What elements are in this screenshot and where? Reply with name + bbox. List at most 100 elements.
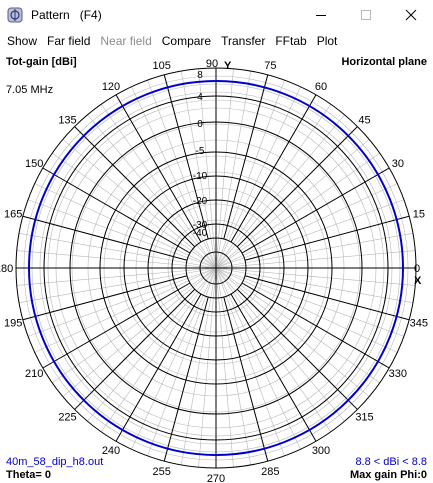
major-radial-line [230, 94, 317, 243]
minor-radial-line [101, 267, 217, 433]
x-axis-label: X [414, 275, 422, 287]
gain-tick-label: -40 [193, 228, 208, 239]
minor-radial-line [215, 267, 331, 433]
gain-tick-label: -30 [193, 220, 208, 231]
minor-radial-line [18, 267, 217, 304]
major-radial-line [74, 126, 196, 248]
minor-radial-line [215, 267, 252, 466]
minor-radial-line [27, 199, 217, 269]
minor-radial-line [215, 267, 345, 422]
minor-radial-line [215, 267, 381, 383]
angle-tick-label: 75 [264, 60, 276, 72]
menu-far-field[interactable]: Far field [47, 34, 91, 48]
angle-tick-label: 30 [392, 158, 404, 170]
gain-tick-label: -10 [193, 171, 208, 182]
angle-tick-label: 285 [261, 466, 279, 478]
major-radial-line [163, 296, 209, 462]
minor-radial-line [16, 250, 217, 269]
major-radial-line [241, 282, 390, 369]
major-radial-line [244, 275, 410, 321]
major-radial-line [223, 74, 269, 240]
gain-tick-label: 4 [197, 92, 203, 103]
angle-tick-label: 60 [315, 81, 327, 93]
minor-radial-line [215, 250, 416, 269]
minor-radial-line [147, 79, 217, 269]
angle-tick-label: 345 [410, 317, 428, 329]
angle-tick-label: 225 [58, 411, 76, 423]
angle-tick-label: 300 [312, 445, 330, 457]
minimize-button[interactable] [298, 0, 343, 30]
minor-radial-line [62, 139, 217, 269]
minor-radial-line [215, 86, 301, 269]
gain-tick-label: -20 [193, 196, 208, 207]
major-radial-line [163, 74, 209, 240]
major-radial-line [236, 126, 358, 248]
menu-plot[interactable]: Plot [316, 34, 338, 48]
angle-tick-label: 15 [413, 209, 425, 221]
minor-radial-line [16, 267, 217, 286]
minor-radial-line [215, 232, 414, 269]
gain-pattern-trace [28, 80, 404, 456]
menu-compare[interactable]: Compare [161, 34, 212, 48]
minor-radial-line [215, 114, 345, 269]
minimize-icon [315, 14, 326, 16]
maximize-button[interactable] [343, 0, 388, 30]
angle-tick-label: 330 [389, 368, 407, 380]
menu-show[interactable]: Show [7, 34, 38, 48]
minor-radial-line [215, 267, 398, 353]
minor-radial-line [215, 70, 252, 269]
gain-tick-label: 0 [197, 119, 203, 130]
polar-plot-area[interactable]: 0 15 30 45 60 75 90 105 120 135 150 165 180 195 210 225… [0, 52, 433, 483]
y-axis-label: Y [224, 60, 232, 72]
minor-radial-line [18, 232, 217, 269]
major-radial-line [74, 288, 196, 410]
minor-radial-line [215, 103, 331, 269]
frequency-label: 7.05 MHz [6, 84, 54, 96]
menu-transfer[interactable]: Transfer [221, 34, 266, 48]
major-radial-line [42, 167, 191, 254]
gain-tick-label: -5 [196, 146, 205, 157]
minor-radial-line [198, 267, 217, 468]
angle-tick-label: 150 [25, 158, 43, 170]
minor-radial-line [215, 153, 381, 269]
major-radial-line [230, 293, 317, 442]
minor-radial-line [87, 114, 217, 269]
minor-radial-line [131, 267, 217, 450]
window-title: Pattern (F4) [31, 8, 102, 22]
major-radial-line [42, 282, 191, 369]
angle-tick-label: 90 [206, 58, 218, 70]
maximize-icon [360, 10, 371, 20]
file-name-label: 40m_58_dip_h8.out [6, 456, 104, 468]
angle-tick-label: 255 [152, 466, 170, 478]
angle-tick-label: 195 [4, 317, 22, 329]
minor-radial-line [215, 267, 405, 337]
minor-radial-line [215, 199, 405, 269]
minor-radial-line [87, 267, 217, 422]
minor-radial-line [215, 79, 285, 269]
max-gain-label: Max gain Phi:0 [349, 469, 427, 481]
angle-tick-label: 120 [102, 81, 120, 93]
minor-radial-line [215, 267, 285, 457]
major-radial-line [22, 275, 188, 321]
minor-radial-line [180, 267, 217, 466]
angle-tick-label: 135 [58, 115, 76, 127]
minor-radial-line [215, 183, 398, 269]
minor-radial-line [62, 267, 217, 397]
major-radial-line [244, 215, 410, 261]
angle-tick-label: 180 [0, 263, 13, 275]
minor-radial-line [198, 68, 217, 269]
angle-tick-label: 210 [25, 368, 43, 380]
close-button[interactable] [388, 0, 433, 30]
angle-tick-label: 165 [4, 209, 22, 221]
minor-radial-line [27, 267, 217, 337]
minor-radial-line [215, 267, 234, 468]
angle-tick-label: 0 [414, 263, 420, 275]
minor-radial-line [215, 267, 416, 286]
gain-tick-label: 8 [197, 70, 203, 81]
menu-bar: Show Far field Near field Compare Transf… [0, 30, 433, 52]
menu-fftab[interactable]: FFtab [275, 34, 307, 48]
minor-radial-line [51, 267, 217, 383]
minor-radial-line [147, 267, 217, 457]
minor-radial-line [215, 267, 414, 304]
angle-tick-label: 45 [358, 115, 370, 127]
